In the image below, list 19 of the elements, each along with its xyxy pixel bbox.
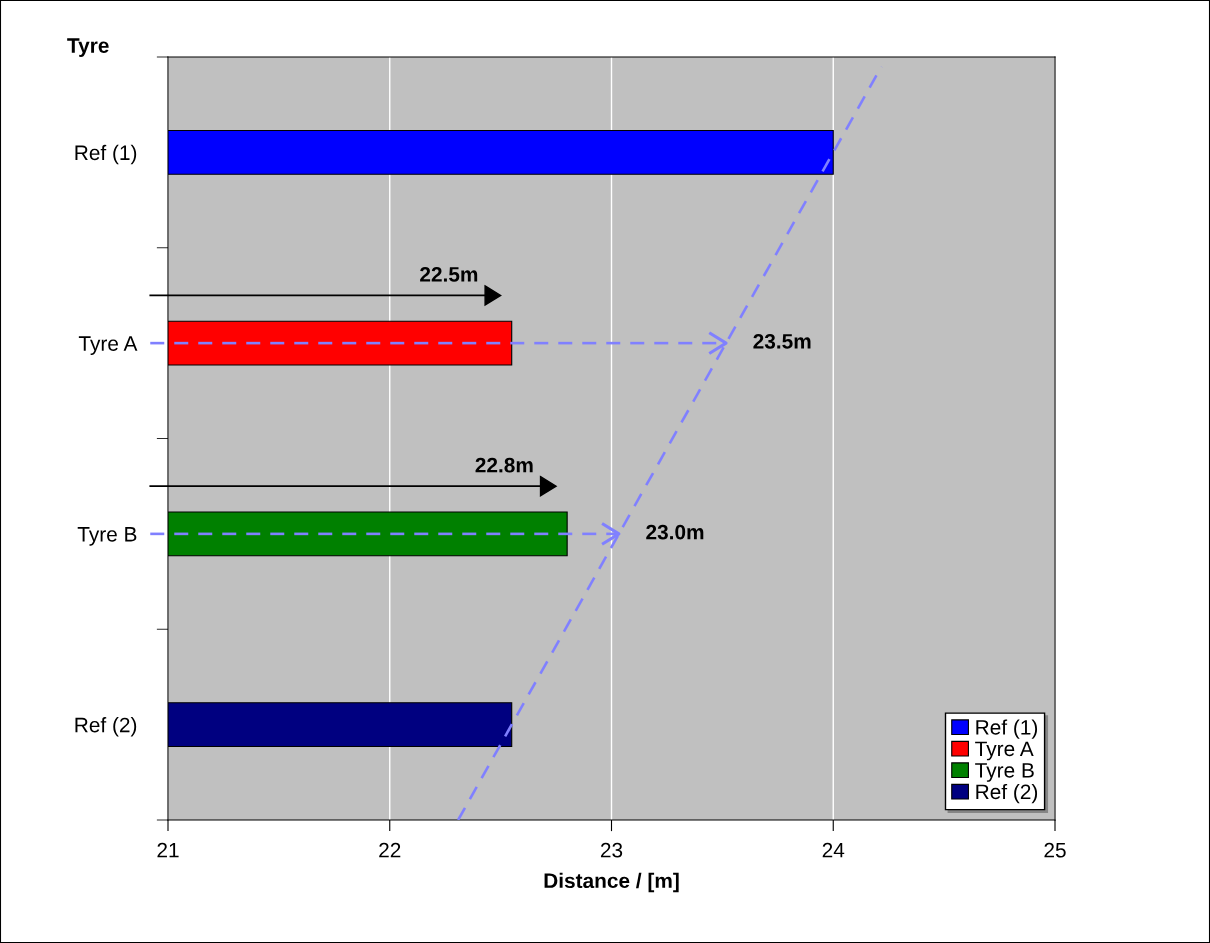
x-tick-label: 21 [157, 842, 179, 858]
x-tick-label: 25 [1044, 842, 1066, 858]
x-axis-title: Distance / [m] [544, 872, 679, 893]
annotation: 23.0m [646, 524, 704, 540]
annotation: 22.5m [420, 267, 478, 282]
legend-label: Ref (2) [976, 783, 1038, 804]
annotation: 22.8m [475, 457, 533, 473]
x-tick-label: 22 [379, 842, 401, 858]
annotation: 23.5m [753, 333, 811, 349]
y-tick-label: Tyre A [78, 336, 138, 355]
y-tick-label: Ref (2) [75, 717, 137, 737]
legend-label: Tyre A [975, 741, 1034, 761]
y-tick-label: Ref (1) [75, 144, 137, 165]
x-tick-label: 23 [600, 842, 623, 858]
y-tick-label: Tyre B [77, 527, 137, 546]
y-axis-title: Tyre [67, 38, 109, 57]
x-tick-label: 24 [822, 842, 845, 858]
legend-label: Ref (1) [976, 719, 1038, 739]
legend-label: Tyre B [975, 763, 1034, 782]
